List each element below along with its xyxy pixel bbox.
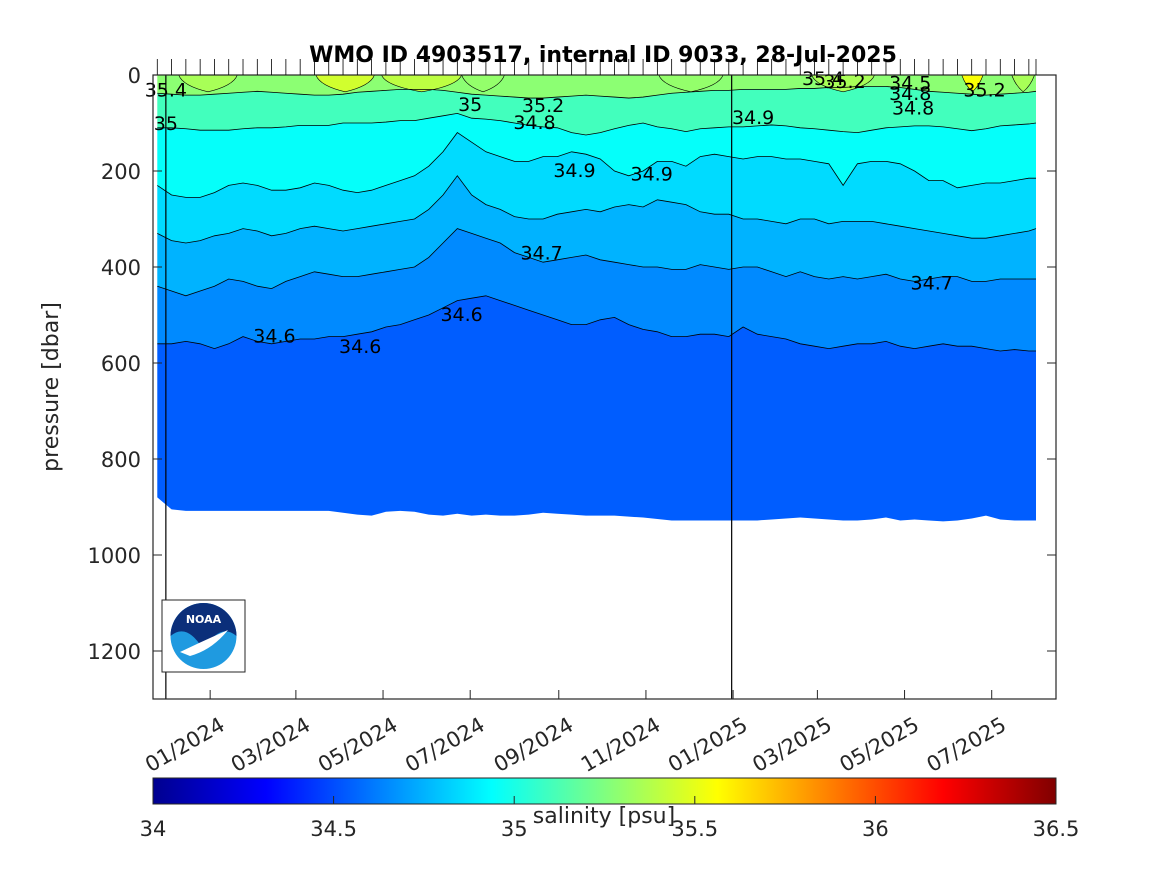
colorbar-bar [152, 777, 1057, 805]
y-tick-label: 1000 [88, 544, 141, 568]
y-tick-label: 0 [128, 64, 141, 88]
surface-salinity-patch [461, 75, 505, 93]
contour-line-35 [157, 112, 1037, 136]
salinity-band [157, 113, 1036, 198]
profile-rug-layer [156, 59, 1037, 75]
contour-label: 34.9 [630, 163, 672, 185]
surface-salinity-patch [811, 75, 875, 93]
plot-frame [152, 74, 1057, 700]
contour-label: 34.5 [889, 73, 931, 95]
y-tick-label: 400 [101, 256, 141, 280]
surface-salinity-patch [961, 75, 984, 93]
contour-label: 35.2 [963, 79, 1005, 101]
salinity-fill-layer [157, 75, 1036, 522]
colorbar-tick-label: 34 [140, 817, 167, 841]
x-tick-label: 07/2024 [401, 713, 489, 777]
surface-salinity-patch [178, 75, 238, 93]
contour-label: 35.4 [802, 68, 844, 90]
colorbar-tick-label: 35 [501, 817, 528, 841]
contour-line-34-6 [157, 295, 1036, 352]
contour-label: 35.2 [522, 95, 564, 117]
y-tick-label: 200 [101, 160, 141, 184]
contour-label: 34.8 [889, 83, 931, 105]
colorbar-label: salinity [psu] [533, 804, 675, 829]
contour-label: 34.9 [553, 160, 595, 182]
contour-label: 34.6 [339, 336, 381, 358]
x-tick-label: 01/2024 [141, 713, 229, 777]
contour-line-34-8 [157, 175, 1037, 244]
y-tick-label: 800 [101, 448, 141, 472]
contour-label: 35 [154, 113, 178, 135]
contour-line-34-7 [157, 228, 1036, 297]
contour-label: 34.8 [513, 112, 555, 134]
chart-title: WMO ID 4903517, internal ID 9033, 28-Jul… [309, 43, 897, 68]
salinity-band [157, 86, 1036, 135]
colorbar-tick-label: 36 [862, 817, 889, 841]
contour-label: 34.9 [732, 107, 774, 129]
x-tick-label: 09/2024 [490, 713, 578, 777]
contour-label: 34.8 [892, 98, 934, 120]
salinity-band [157, 228, 1036, 351]
x-tick-label: 01/2025 [664, 713, 752, 777]
contour-label: 35.4 [145, 79, 187, 101]
contour-label: 35.2 [823, 71, 865, 93]
salinity-band-deep [157, 295, 1036, 522]
y-axis-label: pressure [dbar] [39, 302, 64, 472]
surface-salinity-patch [1011, 75, 1035, 93]
colorbar-tick-label: 35.5 [671, 817, 718, 841]
contour-label: 34.7 [911, 272, 953, 294]
surface-salinity-patch [381, 75, 462, 93]
contour-label: 34.7 [520, 243, 562, 265]
contour-line-35-2 [157, 86, 1037, 99]
contour-line-34-9 [157, 132, 1036, 198]
y-tick-label: 1200 [88, 640, 141, 664]
colorbar-ticks: 34 34.5 35 35.5 36 36.5 [140, 796, 1080, 841]
contour-label: 34.6 [440, 304, 482, 326]
contour-label: 34.6 [253, 326, 295, 348]
y-tick-label: 600 [101, 352, 141, 376]
contour-label: 35 [458, 94, 482, 116]
contour-line-layer [157, 86, 1037, 352]
colorbar-tick-label: 36.5 [1033, 817, 1080, 841]
x-tick-label: 05/2025 [835, 713, 923, 777]
year-marker-layer [165, 75, 733, 699]
colorbar: 34 34.5 35 35.5 36 36.5 salinity [psu] [140, 777, 1080, 841]
noaa-logo-text: NOAA [186, 613, 222, 626]
x-tick-label: 03/2025 [748, 713, 836, 777]
noaa-logo: NOAA [161, 599, 246, 673]
colorbar-tick-label: 34.5 [310, 817, 357, 841]
salinity-band [157, 132, 1036, 243]
x-tick-label: 05/2024 [314, 713, 402, 777]
surface-salinity-patch [315, 75, 375, 93]
x-tick-label: 07/2025 [923, 713, 1011, 777]
y-axis: 0 200 400 600 800 1000 1200 [88, 64, 1056, 664]
salinity-band [157, 175, 1036, 296]
x-tick-label: 11/2024 [577, 713, 665, 777]
x-tick-label: 03/2024 [227, 713, 315, 777]
